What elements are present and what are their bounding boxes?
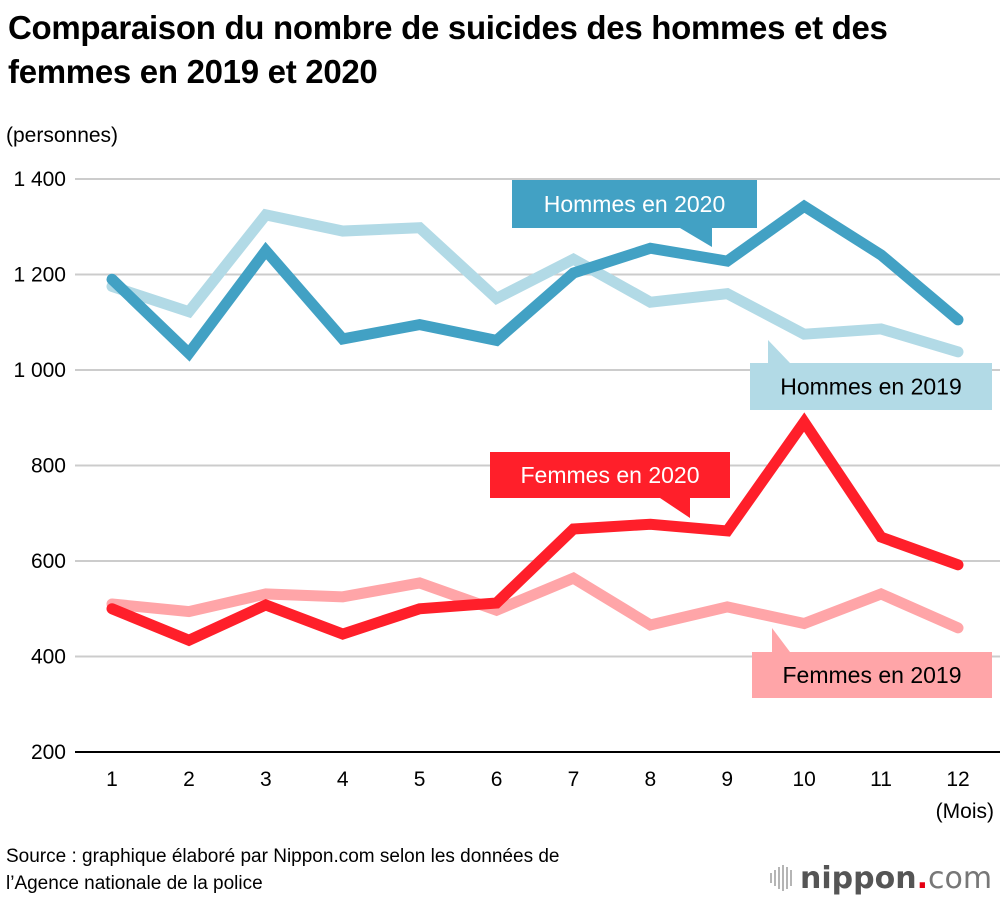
nippon-logo: nippon.com (770, 858, 992, 898)
sound-wave-icon (770, 865, 792, 891)
label-hommes-en-2020: Hommes en 2020 (512, 180, 757, 247)
y-tick-label: 1 400 (13, 168, 66, 191)
x-tick-label: 5 (414, 768, 426, 791)
y-tick-label: 200 (31, 741, 66, 764)
y-tick-label: 400 (31, 646, 66, 669)
series-label-text: Femmes en 2019 (783, 662, 962, 688)
x-axis-unit-label: (Mois) (935, 800, 994, 823)
x-tick-label: 3 (260, 768, 272, 791)
x-tick-label: 1 (106, 768, 118, 791)
series-line-femmes-en-2019 (106, 572, 964, 634)
callout-tail (660, 498, 690, 518)
series-line-femmes-en-2020 (106, 412, 964, 647)
label-femmes-en-2020: Femmes en 2020 (490, 452, 730, 518)
callout-box (490, 452, 730, 498)
series-lines (106, 199, 964, 647)
x-tick-label: 4 (337, 768, 349, 791)
series-line-hommes-en-2019 (106, 208, 964, 358)
source-line-1: Source : graphique élaboré par Nippon.co… (6, 846, 560, 867)
x-tick-label: 6 (491, 768, 503, 791)
logo-wordmark: nippon.com (800, 860, 993, 896)
callout-box (512, 180, 757, 228)
callout-box (750, 363, 992, 410)
series-line-hommes-en-2020 (106, 199, 964, 362)
y-tick-label: 1 000 (13, 359, 66, 382)
series-labels: Hommes en 2019 Hommes en 2020 Femmes en 20… (490, 180, 992, 698)
series-label-text: Femmes en 2020 (521, 462, 700, 488)
x-axis-ticks: 1 2 3 4 5 6 7 8 9 10 11 12 (106, 768, 970, 791)
x-tick-label: 10 (793, 768, 816, 791)
source-note: Source : graphique élaboré par Nippon.co… (6, 843, 559, 897)
x-tick-label: 11 (870, 768, 892, 791)
y-axis-unit-label: (personnes) (6, 124, 119, 147)
y-tick-label: 600 (31, 550, 66, 573)
y-axis-ticks: 200 400 600 800 1 000 1 200 1 400 (13, 168, 66, 764)
x-tick-label: 7 (568, 768, 580, 791)
x-tick-label: 2 (183, 768, 195, 791)
y-tick-label: 1 200 (13, 264, 66, 287)
label-hommes-en-2019: Hommes en 2019 (750, 340, 992, 410)
callout-tail (768, 340, 790, 363)
label-femmes-en-2019: Femmes en 2019 (752, 628, 992, 698)
x-tick-label: 12 (946, 768, 969, 791)
series-label-text: Hommes en 2019 (780, 374, 962, 400)
chart-title: Comparaison du nombre de suicides des ho… (8, 9, 888, 90)
x-tick-label: 9 (721, 768, 733, 791)
x-tick-label: 8 (645, 768, 657, 791)
y-tick-label: 800 (31, 455, 66, 478)
series-label-text: Hommes en 2020 (544, 191, 726, 217)
callout-tail (680, 228, 712, 247)
callout-tail (772, 628, 790, 652)
source-line-2: l’Agence nationale de la police (6, 873, 263, 894)
callout-box (752, 652, 992, 698)
